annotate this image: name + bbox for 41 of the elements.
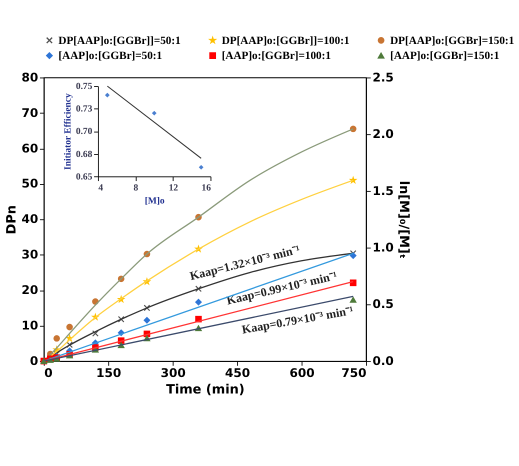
x-tick-label: 300 xyxy=(160,366,186,380)
x-tick-label: 16 xyxy=(202,184,212,194)
y2-tick-label: 0.5 xyxy=(372,297,394,312)
x-tick-label: 150 xyxy=(96,366,122,380)
y-tick-label: 0.68 xyxy=(76,150,93,160)
x-tick-label: 450 xyxy=(225,366,250,380)
legend-label: [AAP]o:[GGBr]=100:1 xyxy=(222,50,331,62)
x-tick-label: 12 xyxy=(168,184,178,194)
legend-label: DP[AAP]o:[GGBr]=150:1 xyxy=(390,34,514,47)
x-axis-title: [M]o xyxy=(144,196,165,206)
y-tick-label: 10 xyxy=(22,318,38,332)
y-tick-label: 30 xyxy=(22,248,38,262)
x-tick-label: 4 xyxy=(98,184,104,194)
y-tick-label: 0.73 xyxy=(76,104,93,115)
x-axis-title: Time (min) xyxy=(166,382,245,398)
y2-axis-title: ln[M]₀/[M]ₜ xyxy=(396,180,411,259)
legend-label: DP[AAP]o:[GGBr]]=50:1 xyxy=(58,34,181,47)
y-tick-label: 0.75 xyxy=(76,82,93,92)
legend-label: [AAP]o:[GGBr]=150:1 xyxy=(390,50,500,62)
y2-tick-label: 2.5 xyxy=(372,70,394,84)
y2-tick-label: 1.5 xyxy=(372,184,394,198)
y-tick-label: 0 xyxy=(30,354,38,368)
y-tick-label: 0.70 xyxy=(76,127,93,138)
y-tick-label: 40 xyxy=(22,212,38,226)
y-tick-label: 70 xyxy=(22,106,38,120)
y-tick-label: 80 xyxy=(22,70,38,84)
x-tick-label: 600 xyxy=(289,366,315,380)
y-tick-label: 20 xyxy=(22,283,38,298)
legend-label: DP[AAP]o:[GGBr]]=100:1 xyxy=(222,34,350,47)
x-tick-label: 8 xyxy=(134,184,139,194)
legend-label: [AAP]o:[GGBr]=50:1 xyxy=(58,50,162,62)
y-tick-label: 0.65 xyxy=(76,172,93,182)
y2-tick-label: 1.0 xyxy=(372,240,394,255)
y2-tick-label: 0.0 xyxy=(372,354,394,368)
y-tick-label: 50 xyxy=(22,176,38,191)
x-tick-label: 0 xyxy=(44,366,53,380)
y2-tick-label: 2.0 xyxy=(372,127,394,142)
y-axis-title: Initiator Efficiency xyxy=(64,93,74,170)
y-axis-title: DPn xyxy=(4,205,20,234)
x-tick-label: 750 xyxy=(341,366,366,380)
y-tick-label: 60 xyxy=(22,141,38,156)
